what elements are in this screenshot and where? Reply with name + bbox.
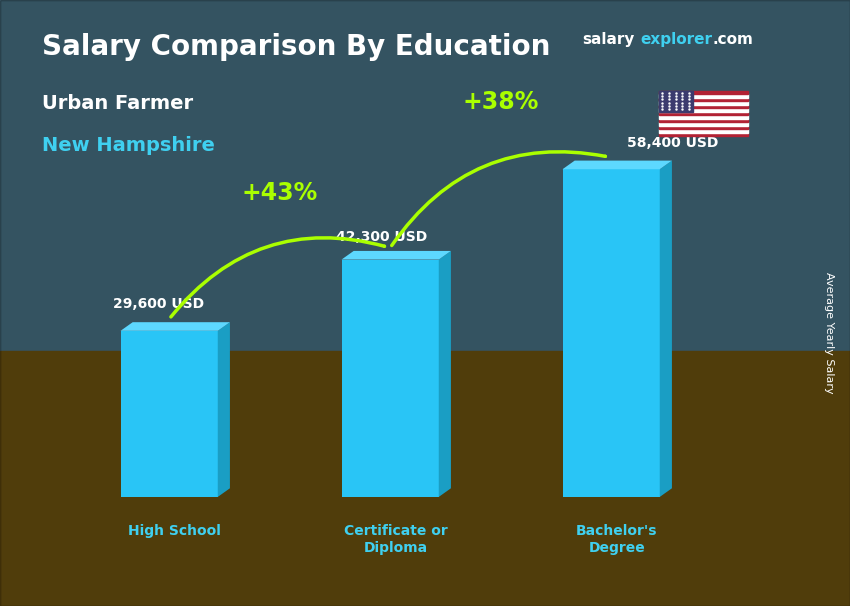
Text: .com: .com <box>712 32 753 47</box>
Bar <box>659 126 748 129</box>
Polygon shape <box>121 322 230 331</box>
Bar <box>659 105 748 108</box>
Bar <box>659 91 748 95</box>
Text: Certificate or
Diploma: Certificate or Diploma <box>343 524 448 554</box>
Polygon shape <box>121 331 218 497</box>
Polygon shape <box>660 161 672 497</box>
Text: Urban Farmer: Urban Farmer <box>42 94 194 113</box>
Bar <box>659 122 748 126</box>
FancyArrowPatch shape <box>392 152 605 245</box>
Text: explorer: explorer <box>640 32 712 47</box>
FancyArrowPatch shape <box>171 238 384 317</box>
Text: Bachelor's
Degree: Bachelor's Degree <box>576 524 657 554</box>
Polygon shape <box>342 251 451 259</box>
Bar <box>659 112 748 115</box>
Text: Average Yearly Salary: Average Yearly Salary <box>824 273 834 394</box>
Polygon shape <box>563 161 672 169</box>
Bar <box>659 129 748 133</box>
Bar <box>659 108 748 112</box>
Text: Salary Comparison By Education: Salary Comparison By Education <box>42 33 551 61</box>
Text: 42,300 USD: 42,300 USD <box>336 230 427 244</box>
Text: +43%: +43% <box>241 181 318 205</box>
Bar <box>659 101 748 105</box>
Bar <box>659 95 748 98</box>
Polygon shape <box>218 322 230 497</box>
Bar <box>659 98 748 101</box>
Text: New Hampshire: New Hampshire <box>42 136 215 155</box>
Bar <box>659 115 748 119</box>
Bar <box>659 119 748 122</box>
Polygon shape <box>439 251 451 497</box>
Polygon shape <box>342 259 439 497</box>
Bar <box>659 133 748 136</box>
Text: 58,400 USD: 58,400 USD <box>627 136 719 150</box>
Bar <box>659 91 693 112</box>
Text: +38%: +38% <box>462 90 539 115</box>
Polygon shape <box>563 169 660 497</box>
Text: High School: High School <box>128 524 221 538</box>
Text: 29,600 USD: 29,600 USD <box>112 297 204 311</box>
Text: salary: salary <box>582 32 635 47</box>
